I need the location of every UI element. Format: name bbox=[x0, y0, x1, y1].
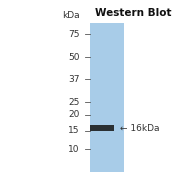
Text: 25: 25 bbox=[68, 98, 79, 107]
FancyBboxPatch shape bbox=[91, 125, 114, 131]
FancyBboxPatch shape bbox=[90, 23, 123, 172]
Text: 20: 20 bbox=[68, 110, 79, 119]
Text: 75: 75 bbox=[68, 30, 79, 39]
Text: Western Blot: Western Blot bbox=[95, 8, 172, 19]
Text: 15: 15 bbox=[68, 126, 79, 135]
Text: kDa: kDa bbox=[62, 11, 79, 20]
Text: 50: 50 bbox=[68, 53, 79, 62]
Text: 10: 10 bbox=[68, 145, 79, 154]
Text: ← 16kDa: ← 16kDa bbox=[120, 124, 160, 133]
Text: 37: 37 bbox=[68, 75, 79, 84]
